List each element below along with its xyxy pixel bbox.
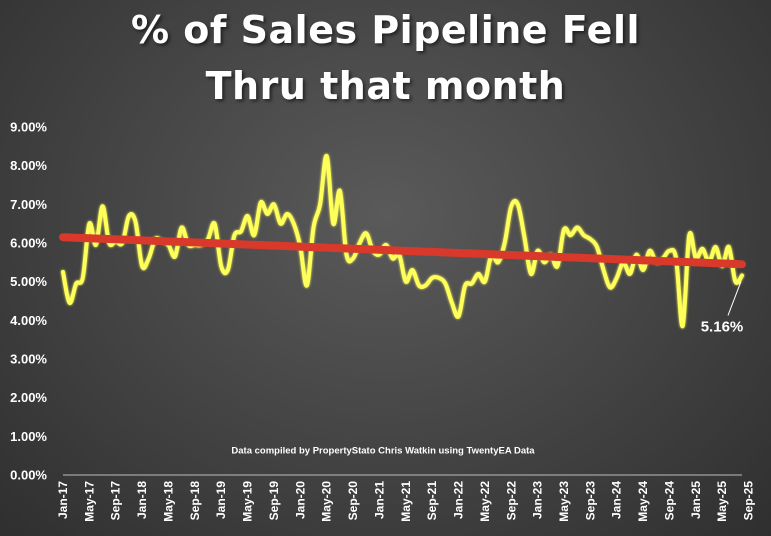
- y-tick-label: 8.00%: [10, 158, 47, 173]
- x-tick-label: Sep-17: [109, 481, 123, 521]
- x-tick-label: May-17: [82, 481, 96, 522]
- y-tick-label: 4.00%: [10, 313, 47, 328]
- chart-title-line-2: Thru that month: [205, 64, 566, 108]
- x-tick-label: May-21: [399, 481, 413, 522]
- series-group: [59, 153, 746, 329]
- x-tick-label: May-22: [478, 481, 492, 522]
- x-tick-label: May-18: [161, 481, 175, 522]
- x-tick-label: Sep-25: [742, 481, 756, 521]
- y-tick-label: 2.00%: [10, 390, 47, 405]
- pipeline-fall-through-line: [61, 153, 744, 329]
- x-tick-label: Jan-25: [689, 481, 703, 519]
- x-tick-label: May-19: [241, 481, 255, 522]
- x-tick-label: Jan-17: [56, 481, 70, 519]
- y-tick-label: 6.00%: [10, 236, 47, 251]
- x-tick-label: May-25: [715, 481, 729, 522]
- x-tick-label: Jan-23: [531, 481, 545, 519]
- x-tick-label: May-20: [320, 481, 334, 522]
- x-tick-label: Sep-23: [583, 481, 597, 521]
- x-tick-label: Jan-21: [372, 481, 386, 519]
- callout-leader-line: [727, 281, 742, 316]
- x-tick-label: Jan-20: [293, 481, 307, 519]
- y-tick-label: 3.00%: [10, 352, 47, 367]
- x-axis: Jan-17 May-17 Sep-17 Jan-18 May-18 Sep-18 Jan-…: [56, 474, 756, 522]
- x-tick-label: Jan-22: [452, 481, 466, 519]
- x-tick-label: May-24: [636, 481, 650, 522]
- x-tick-label: Jan-24: [610, 481, 624, 519]
- y-axis: 0.00% 1.00% 2.00% 3.00% 4.00% 5.00% 6.00% 7.00%…: [10, 120, 47, 483]
- y-tick-label: 5.00%: [10, 274, 47, 289]
- trend-line: [59, 233, 746, 269]
- y-tick-label: 9.00%: [10, 120, 47, 135]
- y-tick-label: 1.00%: [10, 429, 47, 444]
- x-tick-label: Jan-19: [214, 481, 228, 519]
- x-tick-label: Sep-24: [662, 481, 676, 521]
- x-tick-label: Sep-19: [267, 481, 281, 521]
- x-tick-label: Sep-22: [504, 481, 518, 521]
- y-tick-label: 0.00%: [10, 468, 47, 483]
- x-tick-label: Sep-20: [346, 481, 360, 521]
- y-tick-label: 7.00%: [10, 197, 47, 212]
- last-value-callout: 5.16%: [701, 318, 744, 335]
- x-tick-label: Sep-18: [188, 481, 202, 521]
- x-tick-label: May-23: [557, 481, 571, 522]
- x-tick-label: Jan-18: [135, 481, 149, 519]
- x-tick-label: Sep-21: [425, 481, 439, 521]
- chart-title-line-1: % of Sales Pipeline Fell: [130, 8, 641, 52]
- data-source-note: Data compiled by PropertyStato Chris Wat…: [231, 446, 535, 457]
